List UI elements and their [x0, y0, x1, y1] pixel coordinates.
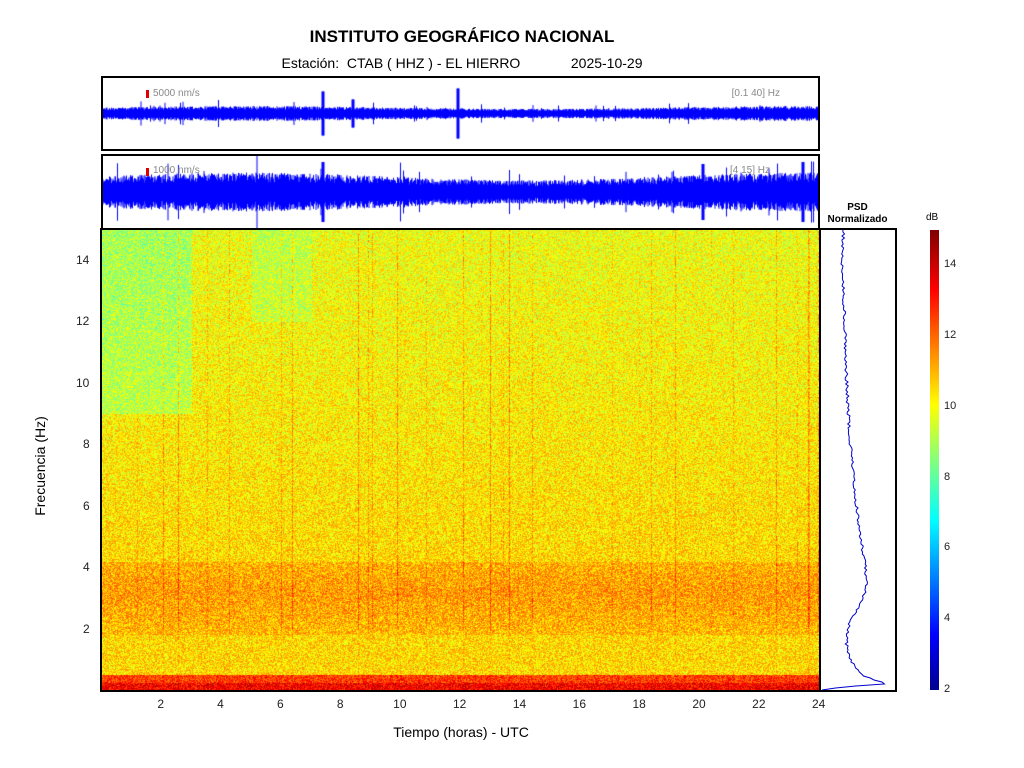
colorbar-tick-label: 6 [944, 541, 950, 553]
scale-bar-icon [146, 90, 149, 98]
psd-plot [821, 230, 895, 690]
colorbar-tick-label: 12 [944, 329, 956, 341]
trace-band-label: [0.1 40] Hz [732, 88, 780, 99]
x-tick-label: 16 [573, 697, 586, 711]
trace-scale-label: 5000 nm/s [153, 88, 200, 99]
y-tick-label: 14 [76, 253, 89, 267]
y-tick-label: 10 [76, 376, 89, 390]
x-tick-label: 22 [752, 697, 765, 711]
psd-panel [819, 228, 897, 692]
x-tick-label: 4 [217, 697, 224, 711]
page-title: INSTITUTO GEOGRÁFICO NACIONAL [0, 27, 924, 47]
colorbar-tick-label: 2 [944, 683, 950, 695]
y-axis-label: Frecuencia (Hz) [32, 406, 48, 526]
colorbar-tick-label: 4 [944, 612, 950, 624]
y-tick-label: 2 [83, 622, 90, 636]
x-tick-label: 8 [337, 697, 344, 711]
psd-title-line2: Normalizado [815, 214, 900, 226]
x-tick-label: 10 [393, 697, 406, 711]
trace-panel-filtered: 1000 nm/s [4 15] Hz [101, 154, 820, 230]
spectrogram-heatmap [102, 230, 819, 690]
psd-line [822, 230, 884, 690]
y-tick-label: 4 [83, 560, 90, 574]
x-tick-label: 20 [692, 697, 705, 711]
x-axis-label: Tiempo (horas) - UTC [101, 724, 821, 740]
x-tick-label: 18 [633, 697, 646, 711]
y-tick-label: 8 [83, 437, 90, 451]
y-tick-label: 12 [76, 314, 89, 328]
x-tick-label: 12 [453, 697, 466, 711]
spectrogram-panel [100, 228, 821, 692]
seismogram-trace [103, 156, 818, 228]
trace-panel-broadband: 5000 nm/s [0.1 40] Hz [101, 76, 820, 151]
psd-title-line1: PSD [815, 202, 900, 214]
colorbar-tick-label: 14 [944, 258, 956, 270]
colorbar [930, 230, 939, 690]
scale-bar-icon [146, 168, 149, 176]
x-tick-label: 2 [157, 697, 164, 711]
psd-title: PSD Normalizado [815, 202, 900, 226]
x-tick-label: 24 [812, 697, 825, 711]
trace-band-label: [4 15] Hz [730, 165, 770, 176]
trace-scale-label: 1000 nm/s [153, 165, 200, 176]
colorbar-label: dB [926, 212, 938, 223]
colorbar-tick-label: 8 [944, 471, 950, 483]
x-tick-label: 14 [513, 697, 526, 711]
colorbar-tick-label: 10 [944, 400, 956, 412]
seismogram-trace [103, 78, 818, 149]
station-subtitle: Estación: CTAB ( HHZ ) - EL HIERRO 2025-… [0, 55, 924, 71]
y-tick-label: 6 [83, 499, 90, 513]
x-tick-label: 6 [277, 697, 284, 711]
